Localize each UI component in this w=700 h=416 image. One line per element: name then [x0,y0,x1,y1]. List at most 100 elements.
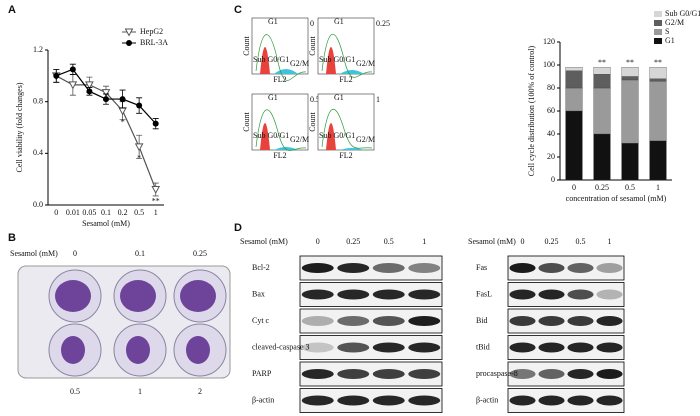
marker [53,72,60,79]
g2m-peak [340,148,364,150]
legend-label: S [665,27,669,36]
marker [151,186,161,195]
flow-axis-label: Count [242,111,251,131]
fit-line [321,109,373,149]
bar-segment [649,80,667,142]
annotation: * [121,118,125,127]
protein-label: procaspase-8 [476,369,518,378]
y-tick-label: 0.4 [33,148,43,157]
fit-line [321,33,373,78]
flow-axis-label: Count [308,111,317,131]
marker [101,89,111,98]
bar-segment [621,76,639,81]
band [567,289,594,300]
y-tick-label: 100 [543,60,555,69]
flow-label: 1 [376,95,380,104]
annotation: ** [626,58,634,67]
band [372,289,405,300]
peak-label: G1 [268,93,278,102]
legend-swatch [654,38,662,44]
peak-label: G2/M [356,59,375,68]
marker [119,96,126,103]
legend-swatch [654,20,662,26]
stain [126,336,150,364]
y-tick-label: 1.2 [33,45,43,54]
band [408,263,441,273]
band [509,263,536,273]
legend-label: G2/M [665,18,684,27]
flow-label: 0 [310,19,314,28]
protein-label: tBid [476,342,490,351]
g1-peak [260,47,270,74]
plate-label: 1 [138,387,142,396]
legend-label: BRL-3A [140,38,168,47]
protein-label: Fas [476,263,487,272]
band [596,369,623,379]
peak-label: Sub G0/G1 [253,55,289,64]
x-tick-label: 0 [572,183,576,192]
x-tick-label: 1 [154,208,158,217]
annotation: * [137,154,141,163]
bar-segment [621,143,639,181]
y-axis-label: Cell viability (fold changes) [15,82,24,172]
band [408,316,441,326]
band [372,316,405,326]
band [509,369,536,379]
g2m-peak [340,70,364,74]
peak-label: G2/M [290,59,309,68]
peak-label: Sub G0/G1 [319,55,355,64]
lane-label: 0 [521,237,525,246]
marker [86,88,93,95]
y-tick-label: 0.8 [33,96,43,105]
stain [120,280,156,312]
band [596,395,623,406]
band [596,289,623,300]
g2m-peak [274,147,298,150]
band [567,395,594,406]
band [372,342,405,353]
band [301,316,334,326]
x-tick-label: 0.05 [82,208,96,217]
stain [55,280,91,312]
fit-line [255,109,307,151]
marker [152,120,159,127]
bar-segment [593,74,611,89]
peak-label: G1 [334,17,344,26]
legend-label: G1 [665,36,675,45]
plate-label: 0 [73,249,77,258]
x-tick-label: 1 [656,183,660,192]
protein-label: FasL [476,289,492,298]
protein-label: β-actin [476,395,498,404]
peak-label: G1 [334,93,344,102]
bar-segment [621,67,639,77]
protein-label: cleaved-caspase 3 [252,342,310,351]
stain [180,280,216,312]
band [408,289,441,300]
blot-axis-label: Sesamol (mM) [468,237,516,246]
band [408,369,441,379]
panel-letter: A [8,4,16,16]
bar-segment [565,87,583,112]
legend-marker [126,40,132,46]
legend-swatch [654,11,662,17]
protein-label: Cyt c [252,316,270,325]
band [509,342,536,353]
band [538,289,565,300]
panel-letter: B [8,232,16,244]
flow-axis-label: Count [242,35,251,55]
band [538,263,565,273]
fit-line [255,34,307,81]
protein-label: Bcl-2 [252,263,270,272]
band [372,369,405,379]
panel-letter: D [234,222,242,234]
y-tick-label: 80 [547,83,555,92]
x-tick-label: 0 [54,208,58,217]
bar-segment [593,87,611,135]
lane-label: 0.25 [346,237,360,246]
bar-segment [565,70,583,89]
y-tick-label: 40 [547,129,555,138]
lane-label: 0 [316,237,320,246]
bar-segment [565,67,583,71]
flow-axis-label: FL2 [273,151,286,160]
